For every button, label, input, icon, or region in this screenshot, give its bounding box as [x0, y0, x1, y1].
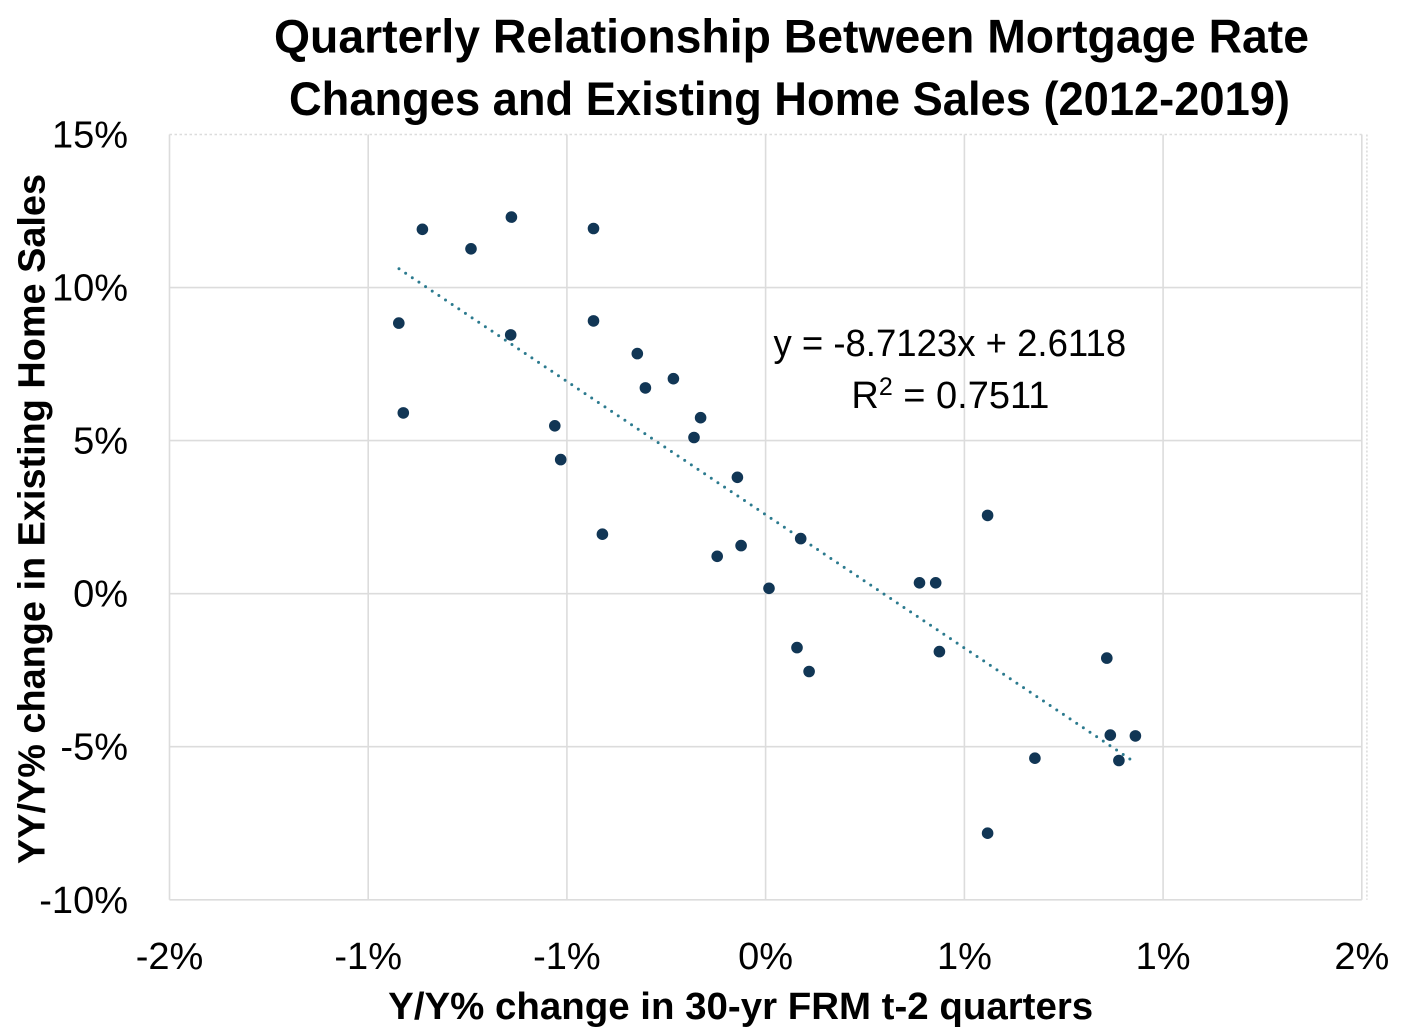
svg-text:10%: 10%: [52, 268, 128, 310]
svg-text:0%: 0%: [73, 574, 128, 616]
svg-text:-5%: -5%: [60, 727, 128, 769]
svg-text:0%: 0%: [738, 936, 793, 978]
svg-text:YY/Y% change in Existing Home: YY/Y% change in Existing Home Sales: [12, 174, 54, 864]
svg-text:15%: 15%: [52, 115, 128, 157]
svg-text:2%: 2%: [1334, 936, 1389, 978]
svg-text:Y/Y% change in 30-yr FRM t-2 q: Y/Y% change in 30-yr FRM t-2 quarters: [388, 986, 1093, 1028]
svg-text:-2%: -2%: [136, 936, 204, 978]
svg-text:-10%: -10%: [39, 880, 128, 922]
svg-text:1%: 1%: [1136, 936, 1191, 978]
svg-text:y = -8.7123x + 2.6118: y = -8.7123x + 2.6118: [773, 323, 1126, 365]
svg-text:Quarterly Relationship Between: Quarterly Relationship Between Mortgage …: [274, 9, 1309, 62]
svg-text:1%: 1%: [937, 936, 992, 978]
svg-text:5%: 5%: [73, 421, 128, 463]
svg-text:-1%: -1%: [533, 936, 601, 978]
svg-text:Changes and Existing Home Sale: Changes and Existing Home Sales (2012-20…: [289, 72, 1290, 125]
svg-text:-1%: -1%: [334, 936, 402, 978]
